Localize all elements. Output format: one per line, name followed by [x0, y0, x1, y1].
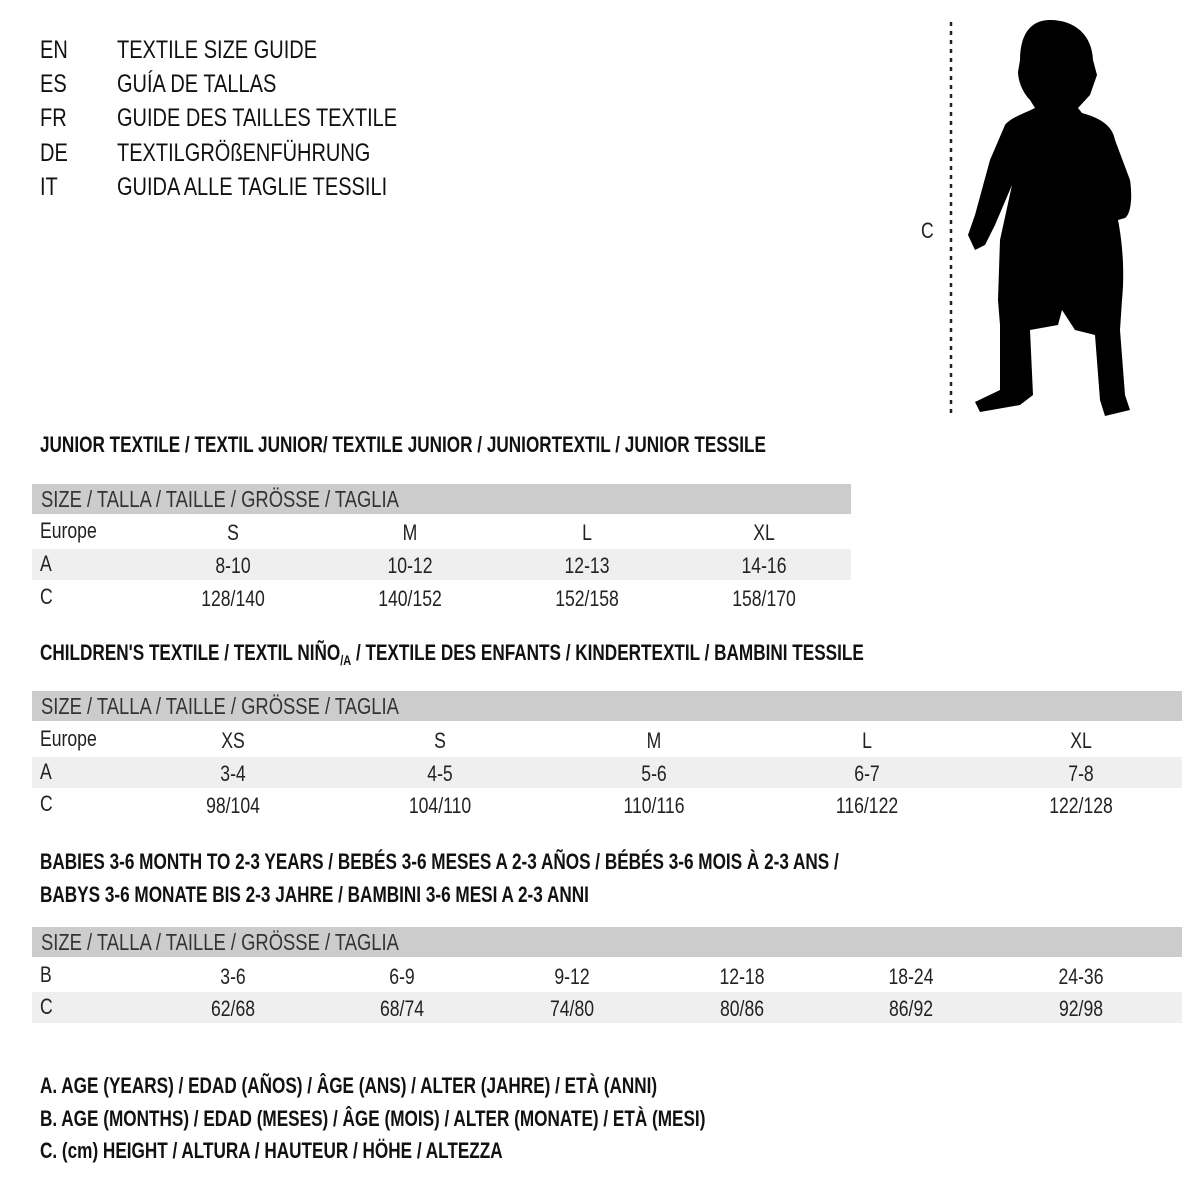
- row-label: Europe: [40, 518, 97, 543]
- table-cell: 18-24: [888, 964, 934, 989]
- lang-code: ES: [40, 70, 67, 98]
- row-label: Europe: [40, 726, 97, 751]
- table-header: SIZE / TALLA / TAILLE / GRÖSSE / TAGLIA: [32, 927, 1182, 957]
- table-cell: 9-12: [554, 964, 590, 989]
- row-band: [32, 992, 1182, 1023]
- table-cell: 62/68: [210, 996, 256, 1021]
- lang-title: GUIDE DES TAILLES TEXTILE: [117, 104, 398, 132]
- table-cell: 152/158: [555, 586, 619, 611]
- table-cell: M: [646, 728, 662, 753]
- table-cell: M: [402, 520, 418, 545]
- row-band: [32, 549, 851, 580]
- table-cell: 74/80: [549, 996, 595, 1021]
- row-label: C: [40, 994, 53, 1019]
- height-measure-label: C: [921, 218, 934, 243]
- table-cell: 12-13: [564, 553, 610, 578]
- table-cell: 8-10: [215, 553, 251, 578]
- table-cell: 4-5: [427, 761, 453, 786]
- lang-code: DE: [40, 139, 68, 167]
- table-cell: 3-6: [220, 964, 246, 989]
- table-cell: XS: [221, 728, 245, 753]
- table-cell: L: [582, 520, 592, 545]
- legend-a: A. AGE (YEARS) / EDAD (AÑOS) / ÂGE (ANS)…: [40, 1073, 658, 1098]
- table-cell: 6-7: [854, 761, 880, 786]
- table-cell: XL: [1070, 728, 1092, 753]
- lang-code: EN: [40, 36, 68, 64]
- row-band: [32, 757, 1182, 788]
- table-header: SIZE / TALLA / TAILLE / GRÖSSE / TAGLIA: [32, 484, 851, 514]
- table-cell: 14-16: [741, 553, 787, 578]
- table-cell: 122/128: [1049, 793, 1113, 818]
- table-header: SIZE / TALLA / TAILLE / GRÖSSE / TAGLIA: [32, 691, 1182, 721]
- babies-section-title-line1: BABIES 3-6 MONTH TO 2-3 YEARS / BEBÉS 3-…: [40, 849, 839, 874]
- table-cell: 3-4: [220, 761, 246, 786]
- lang-code: IT: [40, 173, 58, 201]
- lang-title: TEXTILE SIZE GUIDE: [117, 36, 318, 64]
- table-cell: 7-8: [1068, 761, 1094, 786]
- table-cell: 104/110: [408, 793, 472, 818]
- junior-section-title: JUNIOR TEXTILE / TEXTIL JUNIOR/ TEXTILE …: [40, 432, 766, 457]
- table-cell: 128/140: [201, 586, 265, 611]
- child-silhouette-icon: [949, 20, 1132, 416]
- lang-title: GUIDA ALLE TAGLIE TESSILI: [117, 173, 388, 201]
- table-cell: 110/116: [623, 793, 685, 818]
- table-cell: 98/104: [206, 793, 260, 818]
- row-label: C: [40, 791, 53, 816]
- legend-b: B. AGE (MONTHS) / EDAD (MESES) / ÂGE (MO…: [40, 1106, 706, 1131]
- table-cell: S: [434, 728, 446, 753]
- row-label: A: [40, 759, 52, 784]
- babies-section-title-line2: BABYS 3-6 MONATE BIS 2-3 JAHRE / BAMBINI…: [40, 882, 589, 907]
- table-cell: L: [862, 728, 872, 753]
- table-cell: XL: [753, 520, 775, 545]
- children-section-title: CHILDREN'S TEXTILE / TEXTIL NIÑO/A / TEX…: [40, 640, 864, 668]
- row-label: C: [40, 584, 53, 609]
- table-cell: 10-12: [387, 553, 433, 578]
- lang-code: FR: [40, 104, 67, 132]
- child-silhouette: [968, 20, 1132, 416]
- legend-c: C. (cm) HEIGHT / ALTURA / HAUTEUR / HÖHE…: [40, 1138, 503, 1163]
- table-cell: S: [227, 520, 239, 545]
- row-label: B: [40, 962, 52, 987]
- table-cell: 158/170: [732, 586, 796, 611]
- table-cell: 6-9: [389, 964, 415, 989]
- table-cell: 5-6: [641, 761, 667, 786]
- table-cell: 140/152: [378, 586, 442, 611]
- row-label: A: [40, 551, 52, 576]
- table-cell: 92/98: [1058, 996, 1104, 1021]
- table-cell: 68/74: [379, 996, 425, 1021]
- table-cell: 86/92: [888, 996, 934, 1021]
- table-cell: 24-36: [1058, 964, 1104, 989]
- lang-title: GUÍA DE TALLAS: [117, 70, 277, 98]
- lang-title: TEXTILGRÖßENFÜHRUNG: [117, 139, 371, 167]
- table-cell: 116/122: [835, 793, 899, 818]
- table-cell: 12-18: [719, 964, 765, 989]
- table-cell: 80/86: [719, 996, 765, 1021]
